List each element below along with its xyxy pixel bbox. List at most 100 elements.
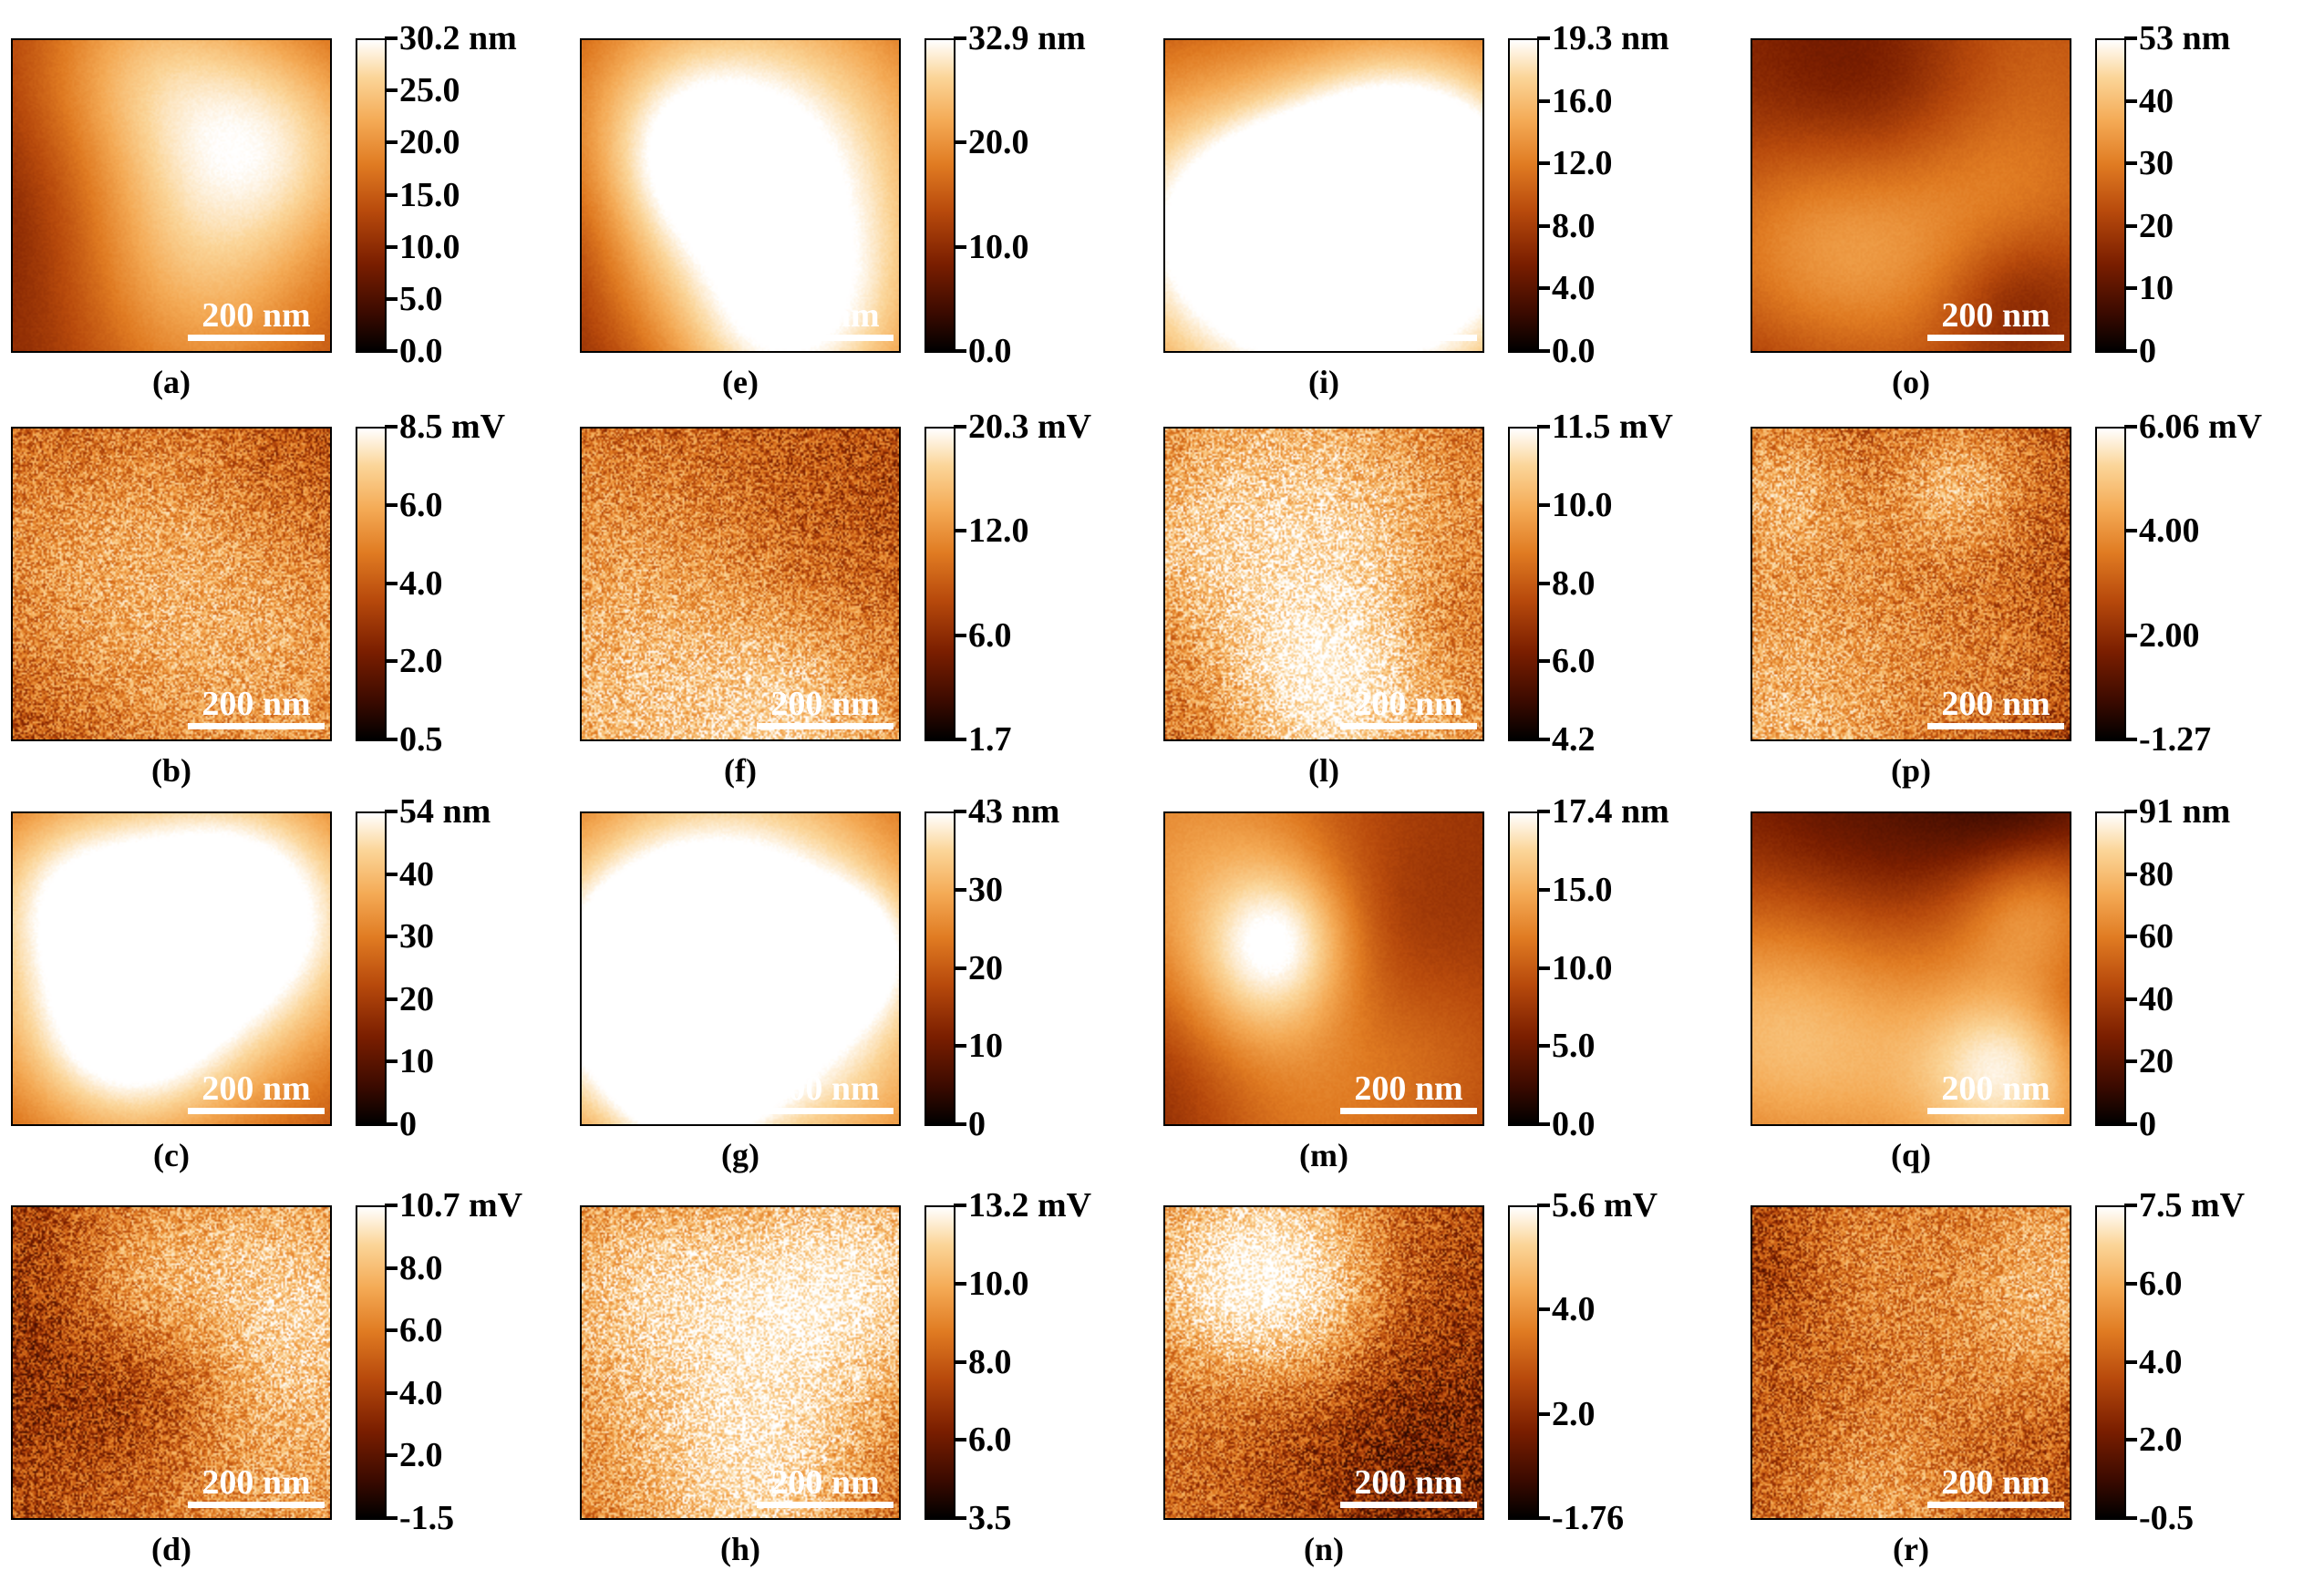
colorbar-tick (954, 1282, 966, 1286)
panel-d: 200 nm 10.7 mV 8.0 6.0 4.0 2.0 -1.5 (d) (11, 1188, 587, 1575)
map-canvas (1165, 40, 1482, 351)
panel-o: 200 nm 53 nm 40 30 20 10 0 (o) (1751, 21, 2324, 408)
panel-r: 200 nm 7.5 mV 6.0 4.0 2.0 -0.5 (r) (1751, 1188, 2324, 1575)
colorbar-tick-label: 17.4 nm (1552, 792, 1669, 831)
colorbar-tick-label: 10.0 (399, 228, 460, 266)
panel-p: 200 nm 6.06 mV 4.00 2.00 -1.27 (p) (1751, 409, 2324, 796)
scale-bar-line (1927, 1108, 2064, 1114)
panel-label: (p) (1891, 752, 1931, 789)
colorbar-tick (2124, 224, 2137, 228)
scale-bar-label: 200 nm (770, 685, 880, 723)
colorbar-tick (1537, 224, 1550, 228)
colorbar-tick (385, 1122, 398, 1126)
panel-q: 200 nm 91 nm 80 60 40 20 0 (q) (1751, 794, 2324, 1181)
scale-bar: 200 nm (1340, 687, 1477, 732)
colorbar (356, 811, 387, 1126)
scale-bar: 200 nm (1340, 298, 1477, 344)
colorbar-tick-label: 5.0 (399, 280, 443, 318)
scale-bar-line (757, 723, 893, 729)
panel-label: (h) (720, 1531, 760, 1567)
colorbar-tick-label: 3.5 (968, 1499, 1012, 1537)
afm-height-map: 200 nm (1751, 811, 2071, 1126)
colorbar-tick-label: 6.0 (399, 486, 443, 524)
panel-a: 200 nm 30.2 nm 25.0 20.0 15.0 10.0 5.0 0.0 (a) (11, 21, 587, 408)
colorbar (2095, 427, 2126, 741)
colorbar-tick (1537, 1307, 1550, 1311)
scale-bar-line (1927, 335, 2064, 341)
colorbar-tick (385, 36, 398, 40)
colorbar (356, 427, 387, 741)
afm-potential-map: 200 nm (11, 427, 332, 741)
colorbar (2095, 1205, 2126, 1520)
colorbar-tick-label: 32.9 nm (968, 19, 1086, 57)
panel-e: 200 nm 32.9 nm 20.0 10.0 0.0 (e) (580, 21, 1156, 408)
colorbar-tick (2124, 1360, 2137, 1364)
map-canvas (13, 40, 330, 351)
panel-label: (o) (1892, 364, 1930, 400)
scale-bar-line (1340, 723, 1477, 729)
colorbar (924, 1205, 955, 1520)
colorbar-tick (1537, 888, 1550, 892)
scale-bar-label: 200 nm (201, 685, 311, 723)
colorbar-tick-label: 8.0 (1552, 207, 1596, 245)
colorbar-tick-label: -1.27 (2139, 720, 2212, 759)
colorbar-tick (385, 935, 398, 938)
colorbar-tick (2124, 36, 2137, 40)
colorbar-tick (1537, 1044, 1550, 1048)
scale-bar-label: 200 nm (770, 1070, 880, 1108)
colorbar-tick-label: 4.0 (1552, 269, 1596, 307)
colorbar-tick-label: 6.06 mV (2139, 408, 2263, 446)
panel-l: 200 nm 11.5 mV 10.0 8.0 6.0 4.2 (l) (1163, 409, 1740, 796)
colorbar-tick (385, 245, 398, 249)
colorbar-tick (2124, 161, 2137, 165)
colorbar-tick-label: 53 nm (2139, 19, 2231, 57)
panel-h: 200 nm 13.2 mV 10.0 8.0 6.0 3.5 (h) (580, 1188, 1156, 1575)
colorbar-tick (2124, 286, 2137, 290)
colorbar-tick (385, 88, 398, 92)
colorbar-tick-label: 0.0 (968, 332, 1012, 370)
scale-bar-label: 200 nm (770, 1463, 880, 1502)
colorbar-tick-label: 20.0 (399, 123, 460, 161)
colorbar-tick (1537, 1516, 1550, 1520)
scale-bar-line (188, 1502, 325, 1508)
map-canvas (1752, 1207, 2070, 1518)
colorbar-tick (385, 1391, 398, 1395)
scale-bar: 200 nm (188, 298, 325, 344)
scale-bar-label: 200 nm (1941, 685, 2050, 723)
map-canvas (1165, 813, 1482, 1124)
colorbar-tick-label: 4.0 (2139, 1343, 2183, 1381)
colorbar-tick (954, 966, 966, 970)
scale-bar: 200 nm (757, 298, 893, 344)
afm-potential-map: 200 nm (11, 1205, 332, 1520)
colorbar-tick-label: 43 nm (968, 792, 1060, 831)
scale-bar-label: 200 nm (1354, 685, 1463, 723)
scale-bar: 200 nm (1340, 1465, 1477, 1511)
colorbar (356, 38, 387, 353)
scale-bar: 200 nm (188, 1071, 325, 1117)
colorbar (2095, 38, 2126, 353)
scale-bar-label: 200 nm (1354, 296, 1463, 335)
scale-bar-line (1340, 1108, 1477, 1114)
afm-height-map: 200 nm (1163, 811, 1484, 1126)
scale-bar-line (188, 723, 325, 729)
panel-g: 200 nm 43 nm 30 20 10 0 (g) (580, 794, 1156, 1181)
colorbar-tick (385, 810, 398, 813)
colorbar-tick (954, 425, 966, 429)
colorbar-tick-label: 0 (2139, 1105, 2156, 1143)
panel-label: (m) (1299, 1137, 1348, 1173)
colorbar-tick-label: 8.5 mV (399, 408, 506, 446)
colorbar-tick-label: 80 (2139, 855, 2174, 894)
scale-bar: 200 nm (1927, 1465, 2064, 1511)
colorbar-tick (2124, 1122, 2137, 1126)
afm-potential-map: 200 nm (580, 1205, 901, 1520)
colorbar-tick (1537, 659, 1550, 663)
colorbar-tick (2124, 634, 2137, 637)
colorbar (1508, 38, 1539, 353)
scale-bar-label: 200 nm (201, 296, 311, 335)
colorbar-tick-label: 20.3 mV (968, 408, 1092, 446)
colorbar-tick (385, 1453, 398, 1457)
colorbar-tick-label: 10.0 (1552, 949, 1613, 987)
colorbar-tick-label: 10.0 (968, 1265, 1029, 1303)
colorbar-tick (1537, 503, 1550, 507)
colorbar-tick-label: 4.0 (399, 564, 443, 603)
